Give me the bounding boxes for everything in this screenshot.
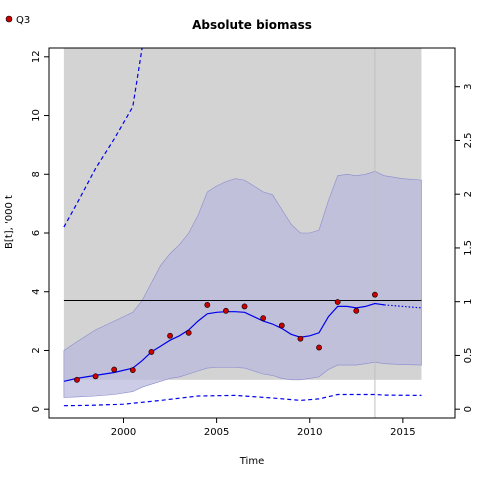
y-tick-label: 0 [31, 406, 42, 412]
data-point [129, 367, 136, 374]
y-tick-label: 10 [31, 109, 42, 122]
plot-content [63, 48, 422, 418]
interval-band [63, 170, 422, 398]
chart-title: Absolute biomass [192, 18, 312, 32]
x-axis-label: Time [239, 456, 264, 467]
y-tick-label: 8 [31, 171, 42, 177]
y2-tick-label: 3 [463, 84, 474, 90]
series-estimate [63, 302, 385, 382]
y-tick-label: 2 [31, 347, 42, 353]
x-tick-label: 2015 [390, 427, 415, 438]
y2-tick-label: 0.5 [463, 347, 474, 363]
legend-label-q3: Q3 [16, 15, 30, 26]
legend: Q3 [5, 15, 30, 26]
data-point [74, 376, 80, 383]
data-point [167, 332, 173, 339]
x-tick-label: 2010 [297, 427, 322, 438]
y2-tick-label: 2.5 [463, 132, 474, 148]
x-tick-label: 2005 [204, 427, 229, 438]
data-point [185, 329, 192, 336]
data-point [148, 349, 155, 355]
y2-tick-label: 2 [463, 191, 474, 197]
y2-tick-label: 1.5 [463, 240, 474, 256]
data-point [278, 322, 285, 329]
y2-tick-label: 0 [463, 406, 474, 412]
data-point [241, 303, 248, 310]
data-point [92, 373, 99, 380]
data-point [223, 307, 229, 314]
data-point [111, 366, 118, 373]
y-tick-label: 4 [31, 289, 42, 295]
series-projection [384, 304, 422, 309]
plot-area: 2000 2005 2010 2015 0 2 4 6 8 10 12 0 0.5 1 1.5 2 2.5 3 [31, 47, 474, 438]
data-point [204, 302, 211, 308]
x-tick-label: 2000 [111, 427, 136, 438]
series-lower-dashed-bound [63, 393, 422, 407]
data-point [316, 344, 322, 351]
y-axis-label: B[t], '000 t [4, 195, 15, 249]
y-tick-label: 6 [31, 230, 42, 236]
data-point [334, 299, 341, 305]
data-point [372, 291, 378, 298]
data-point [297, 335, 304, 342]
series-upper-dashed-bound [63, 48, 143, 228]
data-point [260, 315, 267, 322]
y2-tick-label: 1 [463, 299, 474, 305]
data-point [353, 307, 360, 314]
legend-marker-q3 [5, 15, 13, 23]
y-tick-label: 12 [31, 50, 42, 63]
